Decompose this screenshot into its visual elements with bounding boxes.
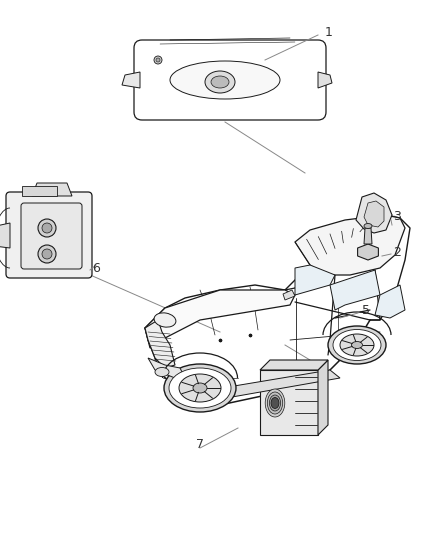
Text: 1: 1 [325,26,333,38]
Text: 5: 5 [362,303,370,317]
Ellipse shape [340,334,374,356]
Polygon shape [318,360,328,435]
Ellipse shape [265,389,285,417]
Polygon shape [283,290,295,300]
Polygon shape [145,320,175,368]
Ellipse shape [269,395,281,411]
Ellipse shape [155,367,169,376]
Ellipse shape [164,364,236,412]
Ellipse shape [333,329,381,360]
FancyBboxPatch shape [21,203,82,269]
Polygon shape [375,285,405,318]
Polygon shape [357,244,378,260]
Polygon shape [145,290,295,348]
Polygon shape [330,270,380,310]
Ellipse shape [154,56,162,64]
Ellipse shape [179,374,221,402]
Polygon shape [295,215,405,275]
Polygon shape [122,72,140,88]
Ellipse shape [328,326,386,364]
Text: 2: 2 [393,246,401,259]
Ellipse shape [42,249,52,259]
Ellipse shape [352,342,363,349]
FancyBboxPatch shape [6,192,92,278]
Polygon shape [210,370,340,400]
Polygon shape [318,72,332,88]
Ellipse shape [272,398,279,408]
Ellipse shape [38,245,56,263]
Text: 7: 7 [196,439,204,451]
Ellipse shape [193,383,207,393]
Ellipse shape [169,368,231,408]
Polygon shape [32,183,72,196]
Ellipse shape [38,219,56,237]
Ellipse shape [267,392,283,414]
Text: 6: 6 [92,262,100,274]
Ellipse shape [156,58,160,62]
FancyBboxPatch shape [134,40,326,120]
Ellipse shape [271,398,279,408]
Ellipse shape [211,76,229,88]
Ellipse shape [205,71,235,93]
Polygon shape [295,265,335,295]
Text: 3: 3 [393,211,401,223]
Ellipse shape [364,223,372,229]
Ellipse shape [170,61,280,99]
Polygon shape [364,201,384,227]
Polygon shape [148,358,185,378]
Polygon shape [22,186,57,196]
Polygon shape [260,360,328,370]
Polygon shape [260,370,318,435]
Polygon shape [0,223,10,248]
Polygon shape [364,228,372,244]
Polygon shape [356,193,392,233]
Ellipse shape [42,223,52,233]
Ellipse shape [154,313,176,327]
